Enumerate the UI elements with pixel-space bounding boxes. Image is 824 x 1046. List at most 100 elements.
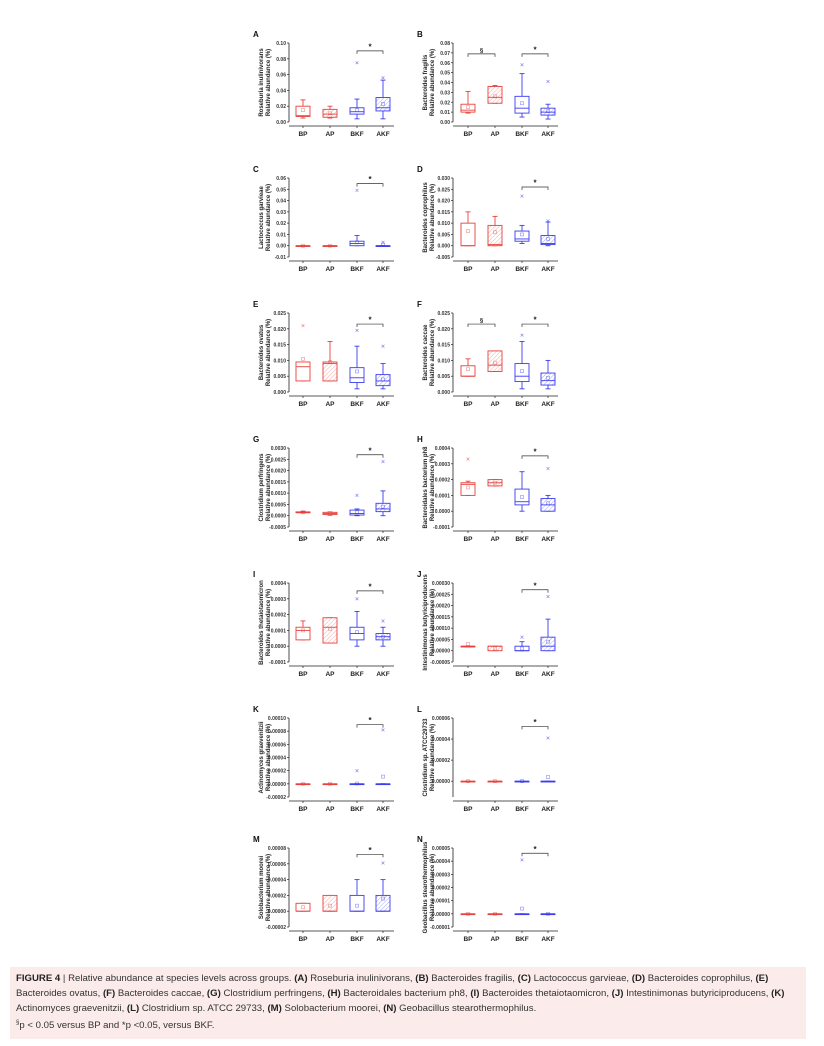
- box-bkf: [514, 63, 530, 118]
- mean-marker: [520, 101, 524, 106]
- mean-marker: [493, 646, 497, 651]
- y-tick-label: 0.00004: [432, 737, 450, 743]
- panel-label: D: [417, 165, 423, 174]
- outlier-point: [381, 76, 385, 80]
- caption-item-text: Lactococcus garvieae,: [530, 973, 632, 984]
- x-tick-label: BP: [463, 671, 473, 678]
- mean-marker: [466, 642, 470, 646]
- box-ap: [487, 215, 503, 247]
- mean-marker: [466, 229, 470, 233]
- caption-items: (A) Roseburia inulinivorans, (B) Bactero…: [16, 973, 784, 1014]
- y-axis-label: Clostridium perfringens: [259, 453, 265, 522]
- panel-label: F: [417, 300, 422, 309]
- mean-marker: [355, 369, 359, 374]
- y-tick-label: 0.00000: [432, 649, 450, 655]
- y-axis-label: Relative abundance (%): [266, 319, 272, 386]
- y-tick-label: 0.04: [276, 88, 286, 94]
- significance-bracket: [356, 323, 384, 328]
- y-tick-label: 0.020: [437, 199, 450, 205]
- y-tick-label: 0.00008: [268, 729, 286, 735]
- y-tick-label: 0.0004: [435, 446, 451, 452]
- y-tick-label: 0.030: [437, 176, 450, 182]
- y-tick-label: 0.0001: [435, 493, 451, 499]
- mean-marker: [546, 501, 550, 506]
- y-tick-label: 0.01: [276, 232, 286, 238]
- panel-label: I: [253, 570, 255, 579]
- x-tick-label: BKF: [350, 806, 363, 813]
- panel-g: G Clostridium perfringens Relative abundan…: [252, 435, 417, 567]
- box-bkf: [514, 858, 530, 916]
- box-bp: [460, 457, 476, 496]
- panel-j: J Intestinimonas butyriciproducens Relativ…: [416, 570, 581, 702]
- caption-item-key: (B): [415, 973, 429, 984]
- box-bkf: [514, 779, 530, 783]
- y-tick-label: 0.0025: [271, 457, 287, 463]
- outlier-point: [381, 728, 385, 732]
- box-bkf: [349, 879, 365, 912]
- outlier-point: [546, 79, 550, 84]
- box-ap: [322, 511, 338, 516]
- y-tick-label: 0.00002: [432, 758, 450, 764]
- caption-item-text: Actinomyces graevenitzii,: [16, 1003, 127, 1014]
- panel-label: K: [253, 705, 259, 714]
- box-bp: [460, 90, 476, 114]
- mean-marker: [355, 903, 359, 908]
- x-tick-label: AKF: [541, 936, 554, 943]
- box-akf: [540, 219, 556, 247]
- y-tick-label: 0.06: [276, 73, 286, 79]
- caption-item-key: (L): [126, 1003, 140, 1014]
- x-tick-label: AKF: [541, 536, 554, 543]
- x-tick-label: AKF: [541, 806, 554, 813]
- caption-item-text: Roseburia inulinivorans,: [307, 973, 416, 984]
- y-tick-label: 0.020: [273, 327, 286, 333]
- y-tick-label: 0.025: [273, 311, 286, 317]
- y-axis-label: Bacteroides fragilis: [423, 54, 429, 110]
- x-tick-label: BP: [463, 131, 473, 138]
- iqr-box: [375, 97, 391, 112]
- x-tick-label: AP: [325, 671, 335, 678]
- x-tick-label: BP: [463, 936, 473, 943]
- y-tick-label: 0.0000: [271, 644, 287, 650]
- outlier-point: [355, 61, 359, 65]
- y-axis-label: Intestinimonas butyriciproducens: [423, 574, 429, 671]
- y-tick-label: 0.00002: [268, 893, 286, 899]
- y-axis-label: Relative abundance (%): [266, 454, 272, 521]
- y-axis-label: Relative abundance (%): [430, 49, 436, 116]
- significance-bracket: [356, 590, 384, 594]
- mean-marker: [493, 360, 497, 365]
- iqr-box: [375, 894, 391, 912]
- mean-marker: [301, 108, 305, 112]
- y-axis-label: Bacteroides ovatus: [259, 324, 265, 380]
- panel-label: A: [253, 30, 259, 39]
- y-tick-label: 0.08: [440, 41, 450, 47]
- y-tick-label: 0.00000: [432, 912, 450, 918]
- box-bkf: [514, 471, 530, 512]
- x-tick-label: AKF: [376, 671, 389, 678]
- y-tick-label: 0.000: [437, 390, 450, 396]
- iqr-box: [349, 894, 365, 912]
- y-tick-label: 0.00004: [268, 756, 286, 762]
- significance-bracket: [521, 589, 549, 593]
- y-tick-label: 0.0002: [435, 478, 451, 484]
- y-tick-label: 0.000: [437, 244, 450, 250]
- caption-item-text: Clostridium perfringens,: [220, 988, 328, 999]
- mean-marker: [520, 646, 524, 651]
- significance-mark: *: [533, 316, 537, 325]
- iqr-box: [460, 222, 476, 247]
- box-akf: [540, 594, 556, 652]
- significance-bracket: [356, 183, 384, 187]
- outlier-point: [546, 219, 550, 223]
- mean-marker: [355, 240, 359, 245]
- y-axis-label: Solobacterium moorei: [259, 856, 265, 920]
- y-tick-label: 0.0002: [271, 613, 287, 619]
- iqr-box: [322, 361, 338, 382]
- mean-marker: [381, 242, 385, 247]
- y-tick-label: 0.0015: [271, 480, 287, 486]
- outlier-point: [546, 594, 550, 599]
- y-tick-label: 0.00005: [432, 637, 450, 643]
- significance-mark: *: [368, 446, 372, 455]
- panel-c: C Lactococcus garvieae Relative abundance …: [252, 165, 417, 297]
- significance-mark: *: [368, 716, 372, 725]
- significance-bracket: [521, 323, 549, 328]
- y-tick-label: -0.0001: [433, 525, 450, 531]
